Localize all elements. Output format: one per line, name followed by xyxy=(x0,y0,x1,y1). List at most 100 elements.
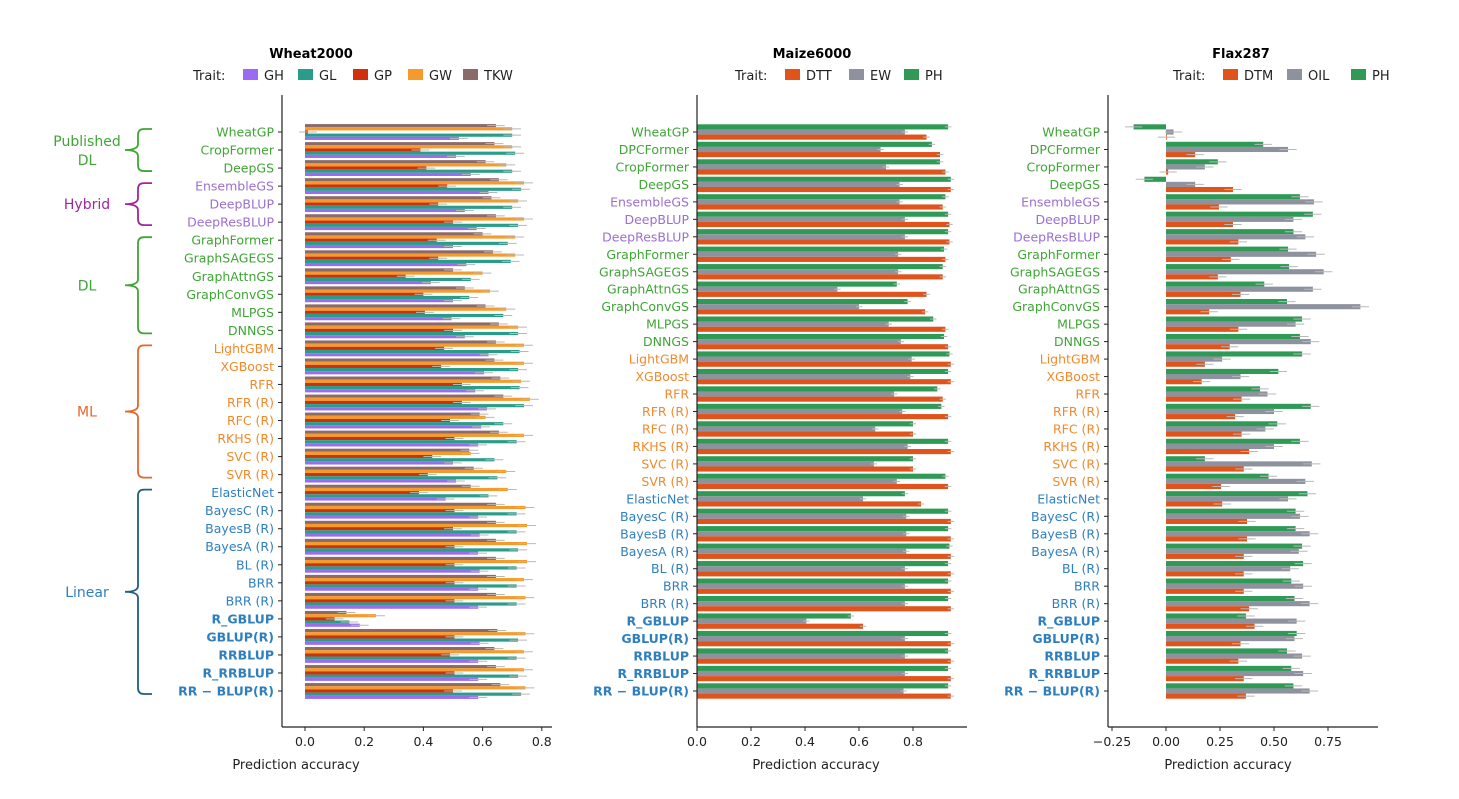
bar-gl xyxy=(305,692,522,696)
bar-gw xyxy=(305,289,490,293)
bar-ew xyxy=(697,478,897,484)
y-tick-label: R_GBLUP xyxy=(212,611,275,627)
y-tick-label: R_RRBLUP xyxy=(203,665,274,681)
bar-group xyxy=(305,592,535,609)
bar-ph xyxy=(697,246,945,252)
group-label: Linear xyxy=(65,585,109,601)
bar-group xyxy=(697,246,949,262)
bar-group xyxy=(1166,194,1323,210)
bar-dtm xyxy=(1166,588,1244,594)
bar-ph xyxy=(697,473,946,479)
y-tick-label: RKHS (R) xyxy=(632,439,689,454)
x-tick-label: 0.2 xyxy=(741,734,761,749)
bar-group xyxy=(1135,176,1242,193)
bar-gw xyxy=(305,379,522,383)
bar-group xyxy=(1166,491,1317,507)
y-tick-label: DeepGS xyxy=(1049,177,1100,192)
bar-ph xyxy=(697,595,949,602)
bar-gl xyxy=(305,476,498,480)
y-tick-label: BRR (R) xyxy=(641,596,689,611)
bar-group xyxy=(305,214,533,231)
bar-gl xyxy=(305,133,513,137)
bar-oil xyxy=(1166,670,1304,677)
bar-dtt xyxy=(697,396,943,402)
y-tick-label: RKHS (R) xyxy=(217,431,274,446)
y-tick-label: ElasticNet xyxy=(626,491,689,506)
bar-ew xyxy=(697,391,895,397)
bar-gp xyxy=(305,202,439,206)
bar-tkw xyxy=(305,394,504,398)
bar-gh xyxy=(305,461,453,465)
chart-title: Wheat2000 xyxy=(269,47,353,62)
bar-gh xyxy=(305,425,482,429)
bar-group xyxy=(1166,473,1314,490)
bar-gp xyxy=(305,689,453,693)
bar-tkw xyxy=(305,376,501,380)
bar-tkw xyxy=(305,430,499,434)
bar-gh xyxy=(305,515,479,519)
bar-group xyxy=(305,610,385,627)
bar-ew xyxy=(697,408,903,415)
bar-gl xyxy=(305,386,520,390)
bar-group xyxy=(305,160,522,176)
bar-oil xyxy=(1166,478,1306,484)
bar-gh xyxy=(305,533,480,537)
bar-gw xyxy=(305,469,507,474)
y-tick-label: DeepResBLUP xyxy=(1013,229,1100,244)
bar-gp xyxy=(305,581,455,585)
y-tick-label: GraphSAGEGS xyxy=(1010,264,1100,279)
bar-gh xyxy=(305,479,456,483)
bar-gw xyxy=(305,505,526,510)
bar-dtt xyxy=(697,344,949,350)
y-tick-label: RFR xyxy=(1075,387,1100,402)
bar-gp xyxy=(305,509,455,513)
bar-gw xyxy=(305,397,530,401)
y-tick-label: RR − BLUP(R) xyxy=(1004,684,1100,699)
bar-gh xyxy=(305,551,479,555)
bar-gh xyxy=(305,569,480,573)
x-axis-label: Prediction accuracy xyxy=(232,758,360,773)
legend-item-ew: EW xyxy=(849,69,891,84)
bar-gl xyxy=(305,530,517,534)
bar-gw xyxy=(305,325,519,329)
y-tick-label: GBLUP(R) xyxy=(621,631,689,646)
legend-item-tkw: TKW xyxy=(463,69,513,84)
bar-gh xyxy=(305,244,453,249)
legend-swatch xyxy=(1351,69,1366,80)
bar-ph xyxy=(697,229,949,235)
bar-ew xyxy=(697,601,905,607)
bar-dtm xyxy=(1166,431,1242,437)
bar-group xyxy=(697,351,955,367)
bar-ph xyxy=(1166,561,1304,567)
bar-gl xyxy=(305,169,513,173)
bar-dtm xyxy=(1166,361,1205,367)
y-tick-label: GraphConvGS xyxy=(186,287,274,302)
bar-tkw xyxy=(305,214,496,218)
bar-gh xyxy=(305,353,489,357)
bar-gp xyxy=(305,527,453,531)
y-tick-label: DPCFormer xyxy=(619,142,690,157)
y-tick-label: DNNGS xyxy=(1054,334,1100,349)
panel-wheat2000: Wheat2000 Trait: GH GL GP GW TKW WheatGP CropFor… xyxy=(178,47,552,773)
bar-group xyxy=(697,386,946,402)
bar-gl xyxy=(305,440,517,444)
bar-ph xyxy=(1166,473,1269,479)
bar-tkw xyxy=(305,610,347,615)
y-tick-label: RFR (R) xyxy=(642,404,689,419)
bar-group xyxy=(697,368,955,385)
bar-oil xyxy=(1166,251,1317,257)
y-tick-label: RFR xyxy=(249,377,274,392)
bar-group xyxy=(697,561,955,577)
bracket-dl: DL xyxy=(78,236,152,335)
legend-label: PH xyxy=(925,69,943,84)
bar-ew xyxy=(697,321,889,327)
bar-gp xyxy=(305,454,433,459)
bar-group xyxy=(305,250,525,267)
bar-ph xyxy=(1166,491,1308,497)
bar-dtm xyxy=(1166,221,1233,228)
bar-gl xyxy=(305,313,504,318)
bar-group xyxy=(299,124,522,140)
bar-dtm xyxy=(1166,518,1247,524)
bar-gh xyxy=(305,281,431,285)
bar-dtt xyxy=(697,693,951,699)
